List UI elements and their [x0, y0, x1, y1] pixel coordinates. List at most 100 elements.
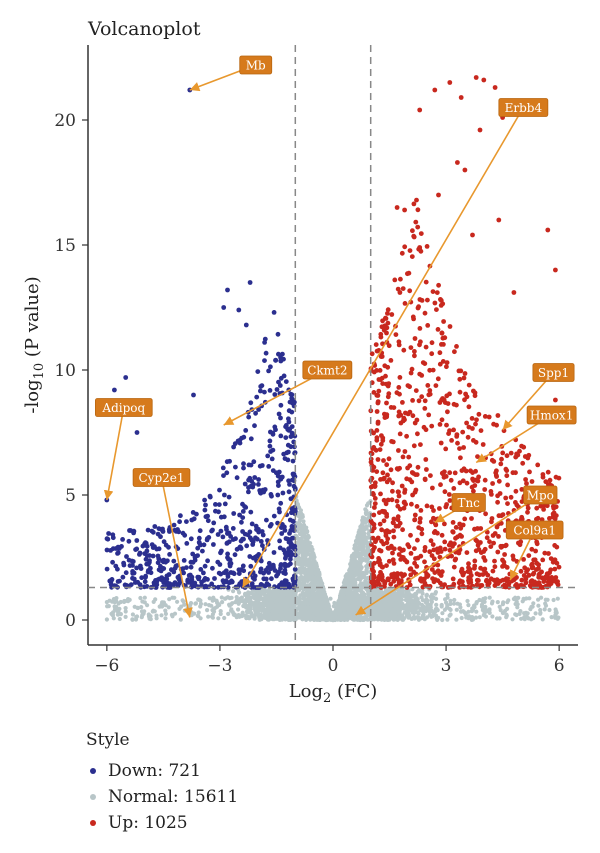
- data-point-normal: [554, 610, 559, 616]
- data-point-normal: [180, 598, 185, 603]
- data-point-down: [256, 407, 261, 412]
- data-point-normal: [123, 609, 128, 614]
- data-point-down: [279, 531, 285, 536]
- data-point-normal: [317, 598, 322, 603]
- data-point-normal: [114, 608, 120, 614]
- data-point-normal: [473, 615, 479, 620]
- data-point-up: [473, 537, 479, 543]
- data-point-normal: [253, 601, 258, 606]
- data-point-up: [409, 501, 414, 507]
- data-point-up: [419, 394, 425, 400]
- data-point-down: [274, 387, 280, 392]
- data-point-down: [226, 539, 232, 545]
- data-point-normal: [307, 611, 312, 616]
- data-point-up: [523, 477, 528, 482]
- data-point-normal: [533, 611, 538, 616]
- data-point-up: [429, 340, 435, 346]
- data-point-up: [424, 503, 430, 509]
- data-point-down: [232, 552, 238, 558]
- data-point-up: [426, 412, 432, 418]
- data-point-down: [191, 516, 197, 522]
- data-point-normal: [349, 558, 354, 563]
- data-point-normal: [362, 538, 367, 543]
- data-point-down: [287, 482, 292, 487]
- data-point-normal: [198, 616, 203, 621]
- data-point-normal: [447, 606, 452, 612]
- data-point-down: [248, 400, 254, 406]
- data-point-normal: [303, 599, 308, 604]
- data-point-down: [146, 568, 151, 573]
- data-point-up: [519, 577, 525, 583]
- data-point-normal: [411, 605, 416, 611]
- data-point-normal: [142, 600, 147, 605]
- data-point-normal: [433, 607, 438, 612]
- data-point-normal: [240, 613, 245, 618]
- data-point-normal: [439, 602, 444, 608]
- data-point-normal: [248, 598, 253, 603]
- data-point-normal: [445, 592, 450, 597]
- data-point-down: [181, 558, 187, 563]
- data-point-up: [396, 385, 402, 390]
- data-point-normal: [310, 595, 315, 600]
- data-point-normal: [424, 597, 429, 602]
- data-point-normal: [117, 616, 122, 622]
- data-point-normal: [331, 617, 336, 622]
- data-point-normal: [198, 604, 203, 609]
- data-point-down: [142, 584, 147, 590]
- data-point-normal: [424, 592, 429, 598]
- data-point-up: [451, 564, 457, 570]
- data-point-down: [220, 578, 226, 584]
- data-point-normal: [510, 617, 515, 622]
- data-point-normal: [130, 612, 135, 617]
- data-point-up: [402, 487, 408, 493]
- data-point-normal: [298, 511, 303, 516]
- data-point-down: [104, 547, 110, 553]
- data-point-up: [430, 542, 436, 547]
- data-point-up: [520, 460, 526, 466]
- data-point-down: [268, 449, 273, 454]
- data-point-normal: [353, 582, 358, 587]
- data-point-down: [242, 504, 248, 509]
- data-point-normal: [354, 614, 360, 620]
- data-point-normal: [270, 592, 275, 597]
- data-point-down: [189, 574, 195, 580]
- data-point-up: [504, 473, 510, 479]
- data-point-normal: [444, 600, 449, 605]
- data-point-normal: [347, 570, 352, 575]
- data-point-down: [194, 511, 199, 517]
- data-point-up: [450, 576, 456, 582]
- data-point-down: [287, 399, 293, 405]
- data-point-down: [247, 475, 253, 481]
- data-point-normal: [318, 617, 323, 622]
- data-point-normal: [138, 595, 143, 601]
- data-point-up: [415, 537, 420, 543]
- data-point-up: [540, 557, 546, 563]
- data-point-down: [290, 578, 296, 583]
- data-point-up: [397, 431, 403, 437]
- data-point-normal: [259, 617, 264, 622]
- data-point-down: [146, 561, 151, 567]
- data-point-normal: [358, 560, 363, 565]
- data-point-normal: [298, 561, 303, 566]
- data-point-down: [226, 556, 231, 562]
- data-point-down: [108, 548, 113, 553]
- data-point-normal: [182, 602, 187, 607]
- data-point-down: [283, 435, 289, 440]
- data-point-normal: [139, 609, 145, 614]
- data-point-up: [388, 358, 394, 363]
- data-point-normal: [320, 610, 325, 615]
- data-point-normal: [280, 616, 285, 621]
- data-point-down: [229, 579, 234, 585]
- data-point-normal: [393, 606, 398, 611]
- data-point-down: [196, 535, 202, 541]
- data-point-down: [249, 537, 255, 543]
- data-point-down: [238, 545, 244, 550]
- data-point-down: [188, 564, 194, 570]
- data-point-up: [427, 388, 433, 393]
- data-point-up: [451, 427, 456, 433]
- data-point-down: [213, 508, 218, 514]
- data-point-normal: [249, 613, 254, 619]
- data-point-up: [448, 477, 454, 483]
- data-point-normal: [281, 602, 286, 608]
- data-point-down: [256, 482, 261, 487]
